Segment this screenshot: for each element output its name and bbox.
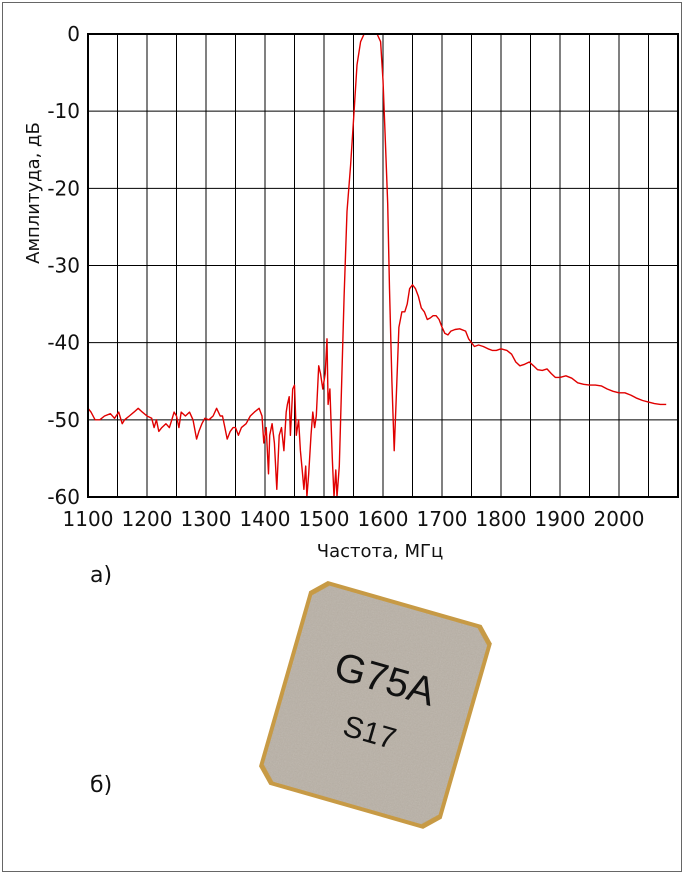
y-tick-label: -40 (47, 331, 80, 355)
x-tick-label: 1700 (417, 507, 468, 531)
y-tick-label: -20 (47, 176, 80, 200)
x-tick-label: 1600 (358, 507, 409, 531)
chip-body: G75A S17 (259, 580, 492, 829)
x-tick-label: 1900 (535, 507, 586, 531)
amplitude-frequency-chart: 1100 1200 1300 1400 1500 1600 1700 1800 1900 2000… (23, 22, 679, 562)
panel-label-a: а) (90, 563, 113, 588)
y-tick-label: -30 (47, 254, 80, 278)
x-tick-label: 1200 (122, 507, 173, 531)
y-tick-label: -60 (47, 485, 80, 509)
plot-border (87, 33, 679, 498)
y-tick-label: -50 (47, 408, 80, 432)
x-tick-label: 2000 (594, 507, 645, 531)
x-tick-label: 1300 (181, 507, 232, 531)
x-tick-label: 1400 (240, 507, 291, 531)
chart-tick-labels: 1100 1200 1300 1400 1500 1600 1700 1800 1900 2000… (47, 22, 644, 531)
y-tick-label: -10 (47, 99, 80, 123)
x-axis-title: Частота, МГц (317, 541, 443, 562)
y-axis-title: Амплитуда, дБ (23, 122, 44, 264)
x-tick-label: 1500 (299, 507, 350, 531)
x-tick-label: 1100 (63, 507, 114, 531)
chart-grid (88, 33, 678, 498)
x-tick-label: 1800 (476, 507, 527, 531)
panel-label-b: б) (90, 773, 113, 798)
series-line (87, 33, 667, 498)
y-tick-label: 0 (67, 22, 80, 46)
